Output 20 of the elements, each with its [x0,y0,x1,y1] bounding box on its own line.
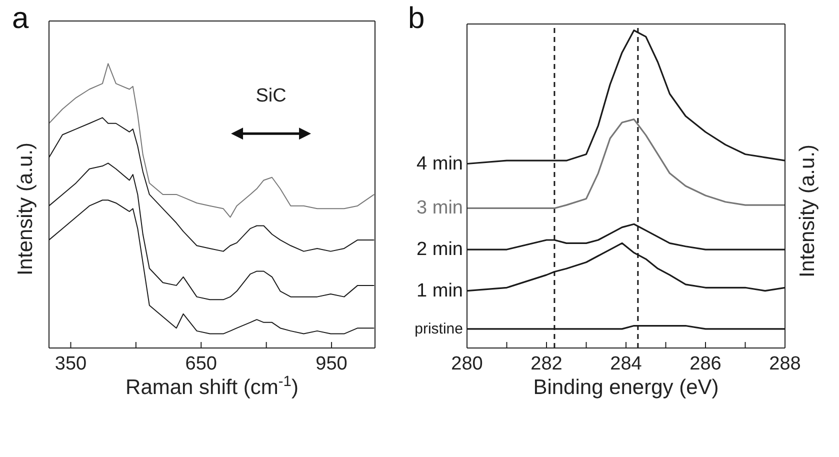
chart-title: b [408,2,425,36]
x-axis-title: Raman shift (cm$^{-1}$) [126,374,298,399]
annotation: SiC [256,85,286,106]
x-tick-label: 288 [769,353,801,374]
series-label: 1 min [416,280,463,302]
x-tick-label: 286 [690,353,722,374]
series-label: pristine [414,320,463,338]
x-tick-label: 284 [610,353,642,374]
series-label: 4 min [416,153,463,174]
x-axis-title: Binding energy (eV) [533,376,719,399]
x-tick-label: 950 [316,353,348,374]
x-tick-label: 350 [54,353,87,374]
chart-title: a [12,2,29,36]
y-axis-title: Intensity (a.u.) [14,142,38,276]
x-tick-label: 280 [451,353,483,374]
x-tick-label: 650 [185,353,217,374]
series-label: 3 min [416,198,463,219]
x-tick-label: 282 [530,353,562,374]
series-label: 2 min [416,239,463,260]
y-axis-title: Intensity (a.u.) [796,144,820,278]
